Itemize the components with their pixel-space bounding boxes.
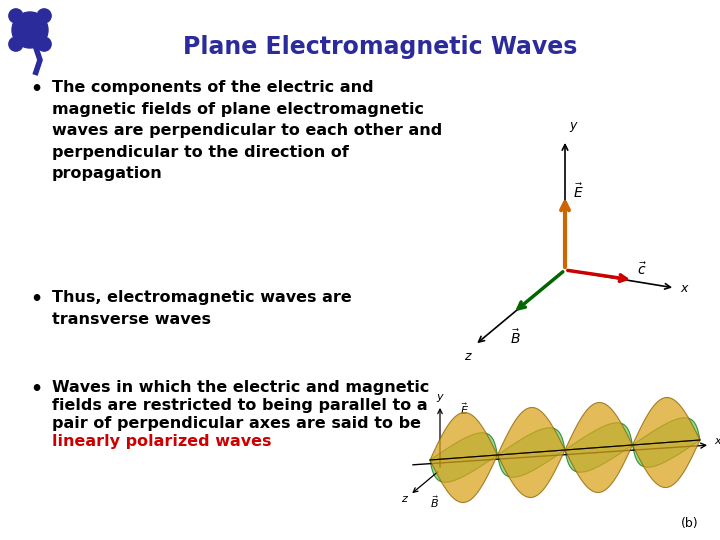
- Text: Plane Electromagnetic Waves: Plane Electromagnetic Waves: [183, 35, 577, 59]
- Polygon shape: [498, 408, 564, 455]
- Polygon shape: [498, 428, 565, 455]
- Text: linearly polarized waves: linearly polarized waves: [52, 434, 271, 449]
- Text: pair of perpendicular axes are said to be: pair of perpendicular axes are said to b…: [52, 416, 421, 431]
- Polygon shape: [634, 397, 700, 445]
- Text: (b): (b): [681, 517, 699, 530]
- Text: x: x: [680, 281, 688, 294]
- Polygon shape: [634, 440, 700, 488]
- Text: z: z: [464, 350, 470, 363]
- Polygon shape: [430, 455, 497, 503]
- Text: •: •: [30, 80, 42, 99]
- Polygon shape: [430, 433, 498, 460]
- Text: $\vec{E}$: $\vec{E}$: [460, 401, 469, 417]
- Text: $\vec{c}$: $\vec{c}$: [637, 262, 647, 278]
- Circle shape: [9, 9, 23, 23]
- Circle shape: [12, 12, 48, 48]
- Polygon shape: [565, 445, 632, 472]
- Text: $\vec{B}$: $\vec{B}$: [430, 494, 439, 510]
- Text: $\vec{E}$: $\vec{E}$: [573, 183, 584, 201]
- Text: •: •: [30, 290, 42, 309]
- Circle shape: [9, 37, 23, 51]
- Text: y: y: [569, 119, 577, 132]
- Text: $\vec{B}$: $\vec{B}$: [510, 328, 521, 347]
- Text: Thus, electromagnetic waves are
transverse waves: Thus, electromagnetic waves are transver…: [52, 290, 352, 327]
- Circle shape: [37, 37, 51, 51]
- Polygon shape: [498, 450, 564, 497]
- Circle shape: [37, 9, 51, 23]
- Polygon shape: [430, 413, 497, 460]
- Text: x: x: [714, 436, 720, 446]
- Polygon shape: [634, 418, 700, 445]
- Text: y: y: [437, 392, 444, 402]
- Text: Waves in which the electric and magnetic: Waves in which the electric and magnetic: [52, 380, 429, 395]
- Polygon shape: [430, 455, 497, 482]
- Text: z: z: [401, 494, 407, 504]
- Polygon shape: [633, 440, 700, 467]
- Polygon shape: [566, 445, 632, 492]
- Text: fields are restricted to being parallel to a: fields are restricted to being parallel …: [52, 398, 428, 413]
- Text: The components of the electric and
magnetic fields of plane electromagnetic
wave: The components of the electric and magne…: [52, 80, 442, 181]
- Polygon shape: [498, 450, 564, 477]
- Polygon shape: [566, 402, 632, 450]
- Polygon shape: [566, 423, 632, 450]
- Text: •: •: [30, 380, 42, 399]
